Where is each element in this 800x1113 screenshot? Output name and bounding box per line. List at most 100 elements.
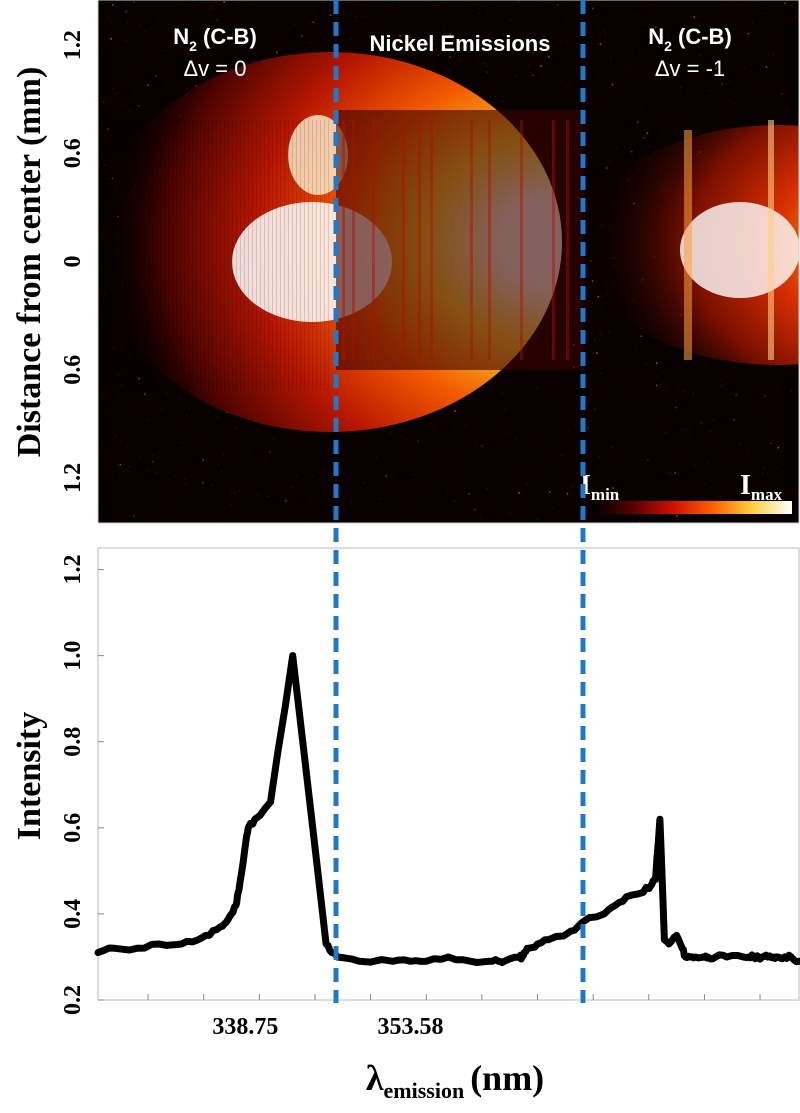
heatmap-streak: [108, 120, 109, 390]
heatmap-streak: [140, 120, 141, 390]
heatmap-streak: [352, 120, 355, 360]
heatmap-noise-pixel: [257, 494, 259, 496]
heatmap-noise-pixel: [615, 146, 617, 149]
heatmap-noise-pixel: [228, 447, 231, 450]
heatmap-noise-pixel: [683, 429, 686, 431]
heatmap-noise-pixel: [564, 85, 566, 87]
heatmap-noise-pixel: [665, 386, 667, 389]
heatmap-noise-pixel: [109, 20, 111, 22]
heatmap-noise-pixel: [625, 67, 627, 70]
heatmap-noise-pixel: [98, 164, 100, 167]
heatmap-noise-pixel: [222, 454, 225, 456]
heatmap-noise-pixel: [794, 15, 797, 18]
heatmap-streak: [260, 120, 261, 390]
heatmap-noise-pixel: [747, 32, 750, 35]
heatmap-noise-pixel: [509, 431, 512, 433]
heatmap-noise-pixel: [234, 492, 236, 494]
heatmap-streak: [296, 120, 297, 390]
heatmap-streak: [520, 120, 523, 360]
line-plot-panel: 0.2 0.4 0.6 0.8 1.0 1.2 338.75 353.58: [60, 547, 800, 1040]
heatmap-streak: [272, 120, 273, 390]
heatmap-noise-pixel: [689, 438, 692, 440]
heatmap-noise-pixel: [639, 385, 641, 387]
heatmap-noise-pixel: [694, 464, 696, 467]
heatmap-noise-pixel: [294, 24, 296, 26]
heatmap-noise-pixel: [775, 417, 777, 420]
heatmap-noise-pixel: [449, 450, 452, 453]
heatmap-streak: [308, 120, 309, 390]
heatmap-noise-pixel: [403, 46, 405, 48]
heatmap-noise-pixel: [342, 9, 344, 12]
line-plot-y-tick-label: 1.2: [60, 555, 86, 585]
heatmap-noise-pixel: [734, 103, 736, 105]
plume-right-line1: [684, 130, 692, 360]
heatmap-noise-pixel: [151, 57, 153, 59]
heatmap-noise-pixel: [175, 485, 177, 487]
heatmap-noise-pixel: [518, 0, 521, 2]
heatmap-noise-pixel: [588, 287, 591, 289]
heatmap-noise-pixel: [599, 332, 602, 334]
heatmap-noise-pixel: [239, 490, 241, 492]
heatmap-noise-pixel: [715, 67, 717, 70]
heatmap-noise-pixel: [481, 445, 483, 448]
heatmap-noise-pixel: [230, 503, 232, 506]
heatmap-noise-pixel: [609, 160, 611, 162]
heatmap-noise-pixel: [216, 19, 218, 22]
heatmap-streak: [566, 120, 569, 360]
heatmap-noise-pixel: [435, 473, 438, 476]
heatmap-noise-pixel: [535, 45, 537, 47]
heatmap-noise-pixel: [107, 15, 110, 18]
heatmap-noise-pixel: [454, 410, 456, 412]
heatmap-noise-pixel: [566, 493, 569, 495]
heatmap-noise-pixel: [295, 475, 297, 477]
heatmap-noise-pixel: [559, 80, 562, 83]
heatmap-noise-pixel: [637, 121, 639, 123]
heatmap-noise-pixel: [611, 83, 614, 86]
heatmap-streak: [280, 120, 281, 390]
line-plot-x-tick-label: 338.75: [212, 1014, 278, 1040]
heatmap-noise-pixel: [453, 500, 456, 502]
heatmap-noise-pixel: [291, 486, 293, 488]
heatmap-noise-pixel: [600, 334, 603, 336]
heatmap-noise-pixel: [777, 81, 779, 84]
heatmap-noise-pixel: [496, 508, 498, 510]
heatmap-streak: [430, 120, 433, 360]
heatmap-noise-pixel: [144, 30, 146, 32]
heatmap-noise-pixel: [458, 58, 461, 60]
heatmap-noise-pixel: [156, 372, 158, 375]
heatmap-noise-pixel: [532, 446, 534, 448]
line-plot-x-axis-label: λemission (nm): [366, 1058, 544, 1103]
heatmap-noise-pixel: [593, 95, 595, 97]
line-plot-y-tick-label: 0.4: [60, 899, 86, 929]
heatmap-noise-pixel: [148, 420, 150, 422]
heatmap-noise-pixel: [593, 339, 596, 341]
heatmap-streak: [184, 120, 185, 390]
heatmap-noise-pixel: [221, 26, 223, 28]
heatmap-noise-pixel: [637, 380, 639, 383]
heatmap-streak: [264, 120, 265, 390]
heatmap-noise-pixel: [532, 74, 534, 77]
svg-text:N2 (C-B): N2 (C-B): [648, 24, 732, 54]
line-plot-ticks: 0.2 0.4 0.6 0.8 1.0 1.2 338.75 353.58: [60, 555, 761, 1040]
heatmap-streak: [402, 120, 405, 360]
heatmap-y-tick-label: 1.2: [60, 463, 86, 493]
heatmap-noise-pixel: [152, 454, 154, 456]
heatmap-noise-pixel: [491, 1, 493, 3]
heatmap-noise-pixel: [532, 52, 534, 54]
heatmap-noise-pixel: [150, 402, 152, 404]
heatmap-noise-pixel: [288, 502, 291, 504]
heatmap-noise-pixel: [522, 464, 524, 467]
heatmap-noise-pixel: [138, 377, 140, 380]
heatmap-noise-pixel: [349, 500, 352, 503]
heatmap-noise-pixel: [672, 127, 675, 129]
heatmap-noise-pixel: [678, 514, 681, 517]
heatmap-streak: [372, 120, 375, 360]
heatmap-noise-pixel: [215, 1, 217, 4]
heatmap-y-tick-label: 0.6: [60, 355, 86, 385]
heatmap-noise-pixel: [784, 92, 786, 95]
heatmap-noise-pixel: [739, 443, 742, 445]
heatmap-streak: [116, 120, 117, 390]
heatmap-noise-pixel: [120, 116, 122, 119]
heatmap-noise-pixel: [115, 80, 117, 83]
heatmap-noise-pixel: [588, 400, 590, 402]
